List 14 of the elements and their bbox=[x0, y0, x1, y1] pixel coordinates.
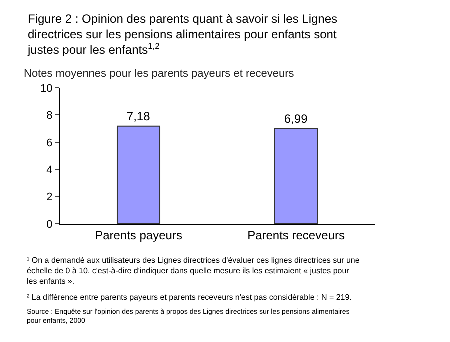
y-tick-label: 6 bbox=[46, 137, 53, 150]
text: ² La différence entre parents payeurs et parents receveurs n'est pas considérable : N = 219. bbox=[27, 293, 352, 302]
y-tick-label: 2 bbox=[46, 192, 53, 204]
y-tick-label: 4 bbox=[46, 164, 53, 176]
chart-subtitle: Notes moyennes pour les parents payeurs et receveurs bbox=[24, 68, 295, 80]
chart-title: Figure 2 : Opinion des parents quant à savoir si les Lignes directrices sur les pensions alimentaires pour enfants sont justes pour les enfants$^{1,2}$ bbox=[27, 12, 338, 58]
text: ¹ On a demandé aux utilisateurs des Lignes directrices d'évaluer ces lignes directrices sur une échelle de 0 à 10, c'est-à-dire d'indiquer dans quelle mesure ils les estimaient « justes pour les enfants ». bbox=[27, 256, 360, 286]
x-tick-label: Parents receveurs bbox=[248, 228, 345, 242]
data-label: 7,18 bbox=[126, 109, 151, 124]
y-tick-label: 8 bbox=[46, 110, 53, 122]
y-tick-label: 10 bbox=[40, 82, 53, 95]
data-label: 6,99 bbox=[284, 112, 308, 126]
y-tick-label: 0 bbox=[46, 218, 53, 231]
x-tick-label: Parents payeurs bbox=[95, 228, 182, 242]
